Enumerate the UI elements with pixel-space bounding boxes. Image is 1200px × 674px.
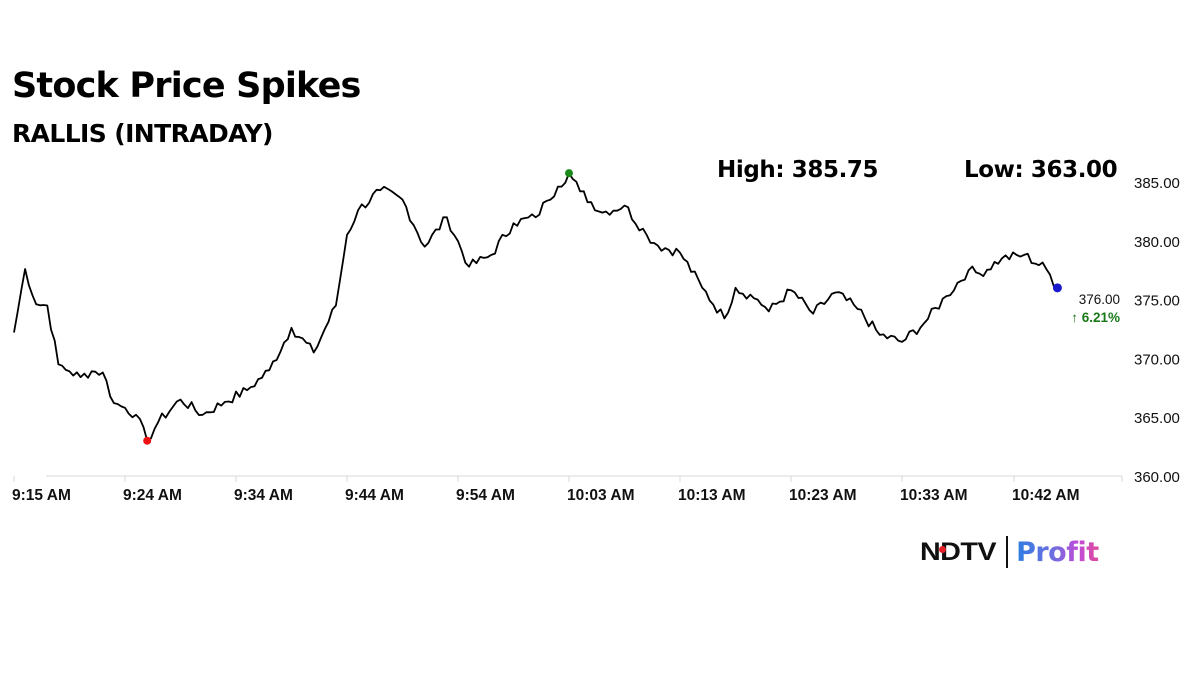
chart-subtitle: RALLIS (INTRADAY) <box>12 119 273 148</box>
x-tick-label: 9:24 AM <box>123 487 182 504</box>
x-tick-label: 10:42 AM <box>1012 487 1079 504</box>
x-tick-label: 10:13 AM <box>678 487 745 504</box>
high-label: High: 385.75 <box>717 157 879 183</box>
y-tick-label: 375.00 <box>1134 293 1180 310</box>
y-tick-label: 370.00 <box>1134 351 1180 368</box>
low-marker <box>143 436 152 445</box>
x-tick-label: 9:15 AM <box>12 487 71 504</box>
ndtv-profit-logo: NDTV Profit <box>920 534 1099 570</box>
x-axis-ticks: 9:15 AM 9:24 AM 9:34 AM 9:44 AM 9:54 AM 10:03… <box>12 476 1123 504</box>
x-tick-label: 9:44 AM <box>345 487 404 504</box>
y-tick-label: 385.00 <box>1134 175 1180 192</box>
last-price-label: 376.00 <box>1079 292 1120 307</box>
x-tick-label: 9:54 AM <box>456 487 515 504</box>
logo-ndtv-text: NDTV <box>920 537 997 566</box>
chart-title: Stock Price Spikes <box>12 66 361 106</box>
high-marker <box>565 169 573 178</box>
x-tick-label: 10:03 AM <box>567 487 634 504</box>
y-tick-label: 365.00 <box>1134 410 1180 427</box>
y-tick-label: 360.00 <box>1134 469 1180 486</box>
x-tick-label: 10:33 AM <box>900 487 967 504</box>
logo-profit-text: Profit <box>1016 536 1099 568</box>
logo-red-dot-icon <box>939 546 946 553</box>
y-axis-ticks: 385.00 380.00 375.00 370.00 365.00 360.00 <box>1134 175 1180 486</box>
price-line <box>13 172 1058 442</box>
price-change-label: ↑ 6.21% <box>1071 310 1120 325</box>
low-label: Low: 363.00 <box>964 157 1118 183</box>
x-tick-label: 9:34 AM <box>234 487 293 504</box>
x-tick-label: 10:23 AM <box>789 487 856 504</box>
last-price-marker <box>1052 283 1062 293</box>
logo-divider <box>1006 536 1009 568</box>
y-tick-label: 380.00 <box>1134 234 1180 251</box>
